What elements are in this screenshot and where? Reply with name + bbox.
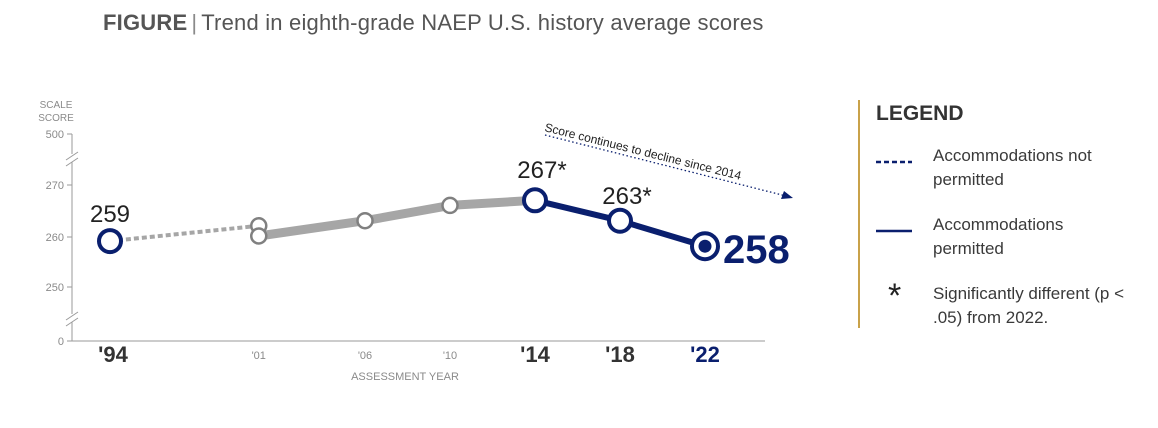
- axis-break-mark-lower-a: [65, 311, 79, 321]
- data-point-2018: [607, 207, 633, 234]
- dashed-line-icon: [876, 160, 912, 164]
- y-tick-label: 500: [46, 129, 64, 141]
- data-point-2010: [441, 196, 459, 215]
- score-trend-chart: SCALE SCORE 500 270 260 250 0 '94 '01 '06 '10 '14 '1…: [38, 100, 793, 383]
- legend-label-permitted: Accommodations permitted: [933, 215, 1064, 258]
- x-tick-label: '14: [520, 342, 550, 367]
- y-axis-title-line-2: SCORE: [38, 113, 74, 124]
- asterisk-icon: *: [888, 277, 902, 315]
- data-label-2022: 258: [723, 228, 790, 272]
- data-point-2006: [356, 211, 374, 230]
- data-label-1994: 259: [90, 201, 130, 228]
- decline-annotation-text: Score continues to decline since 2014: [543, 120, 743, 183]
- y-tick-label: 0: [58, 336, 64, 348]
- data-label-2018: 263*: [602, 183, 651, 210]
- y-axis-title-line-1: SCALE: [40, 100, 73, 111]
- series-line-permitted-early: [254, 195, 540, 241]
- solid-line-icon: [876, 229, 912, 233]
- title-separator: |: [191, 10, 198, 35]
- y-tick-label: 260: [46, 232, 64, 244]
- data-point-1994: [97, 228, 123, 255]
- data-point-2014: [522, 187, 548, 214]
- legend-label-not-permitted: Accommodations not permitted: [933, 146, 1092, 189]
- x-tick-label: '01: [252, 350, 266, 362]
- data-point-2001: [250, 227, 268, 245]
- decline-annotation-arrow: [544, 134, 787, 197]
- data-label-2014: 267*: [517, 157, 566, 184]
- x-tick-label: '94: [98, 342, 128, 367]
- axis-break-mark-lower-b: [65, 317, 79, 327]
- figure-title-prefix: FIGURE: [103, 10, 188, 35]
- series-line-not-permitted: [109, 223, 259, 244]
- data-point-2022-fill: [698, 239, 712, 253]
- y-tick-label: 270: [46, 180, 64, 192]
- x-tick-label: '22: [690, 342, 720, 367]
- legend: LEGEND Accommodations not permitted Acco…: [858, 100, 1140, 328]
- x-axis-title: ASSESSMENT YEAR: [351, 371, 459, 383]
- figure-title-text: Trend in eighth-grade NAEP U.S. history …: [201, 10, 764, 35]
- axis-break-mark-upper-b: [65, 157, 79, 167]
- y-tick-label: 250: [46, 282, 64, 294]
- decline-arrow-head-icon: [781, 191, 793, 199]
- legend-label-significance: Significantly different (p < .05) from 2…: [933, 284, 1125, 327]
- x-tick-label: '06: [358, 350, 372, 362]
- x-tick-label: '18: [605, 342, 635, 367]
- legend-title: LEGEND: [876, 102, 964, 125]
- figure-title: FIGURE | Trend in eighth-grade NAEP U.S. h…: [103, 10, 764, 36]
- axis-break-mark-upper-a: [65, 151, 79, 161]
- x-tick-label: '10: [443, 350, 457, 362]
